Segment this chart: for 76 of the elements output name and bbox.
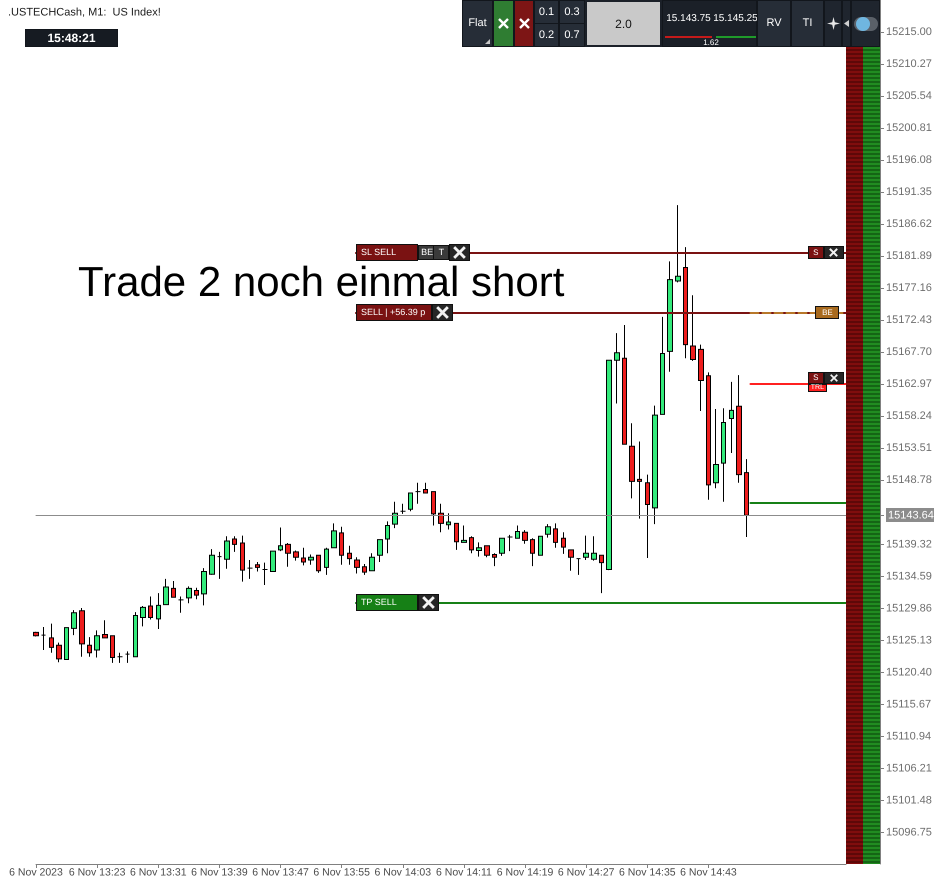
annotation: 15.143.75 <box>666 13 711 24</box>
button: 0.3 <box>559 0 585 24</box>
y-tick-label: 15200.81 <box>886 122 932 134</box>
x-tick-label: 6 Nov 14:43 <box>680 866 737 878</box>
y-tick-label: 15125.13 <box>886 634 932 646</box>
y-tick-label: 15162.97 <box>886 378 932 390</box>
y-tick-label: 15177.16 <box>886 282 932 294</box>
annotation: 1.62 <box>703 38 719 46</box>
y-tick-label: 15167.70 <box>886 346 932 358</box>
y-tick-label: 15143.64 <box>888 510 934 522</box>
y-tick-label: 15210.27 <box>886 58 932 70</box>
text: .USTECHCash, M1: US Index! <box>8 6 161 18</box>
button: 0.2 <box>534 23 559 47</box>
y-tick-label: 15148.78 <box>886 474 932 486</box>
line-tag: S <box>808 246 824 260</box>
annotation: T <box>438 247 444 258</box>
button: 0.1 <box>534 0 559 24</box>
annotation: Flat <box>468 17 487 29</box>
y-tick-label: 15096.75 <box>886 826 932 839</box>
x-tick-label: 6 Nov 13:23 <box>68 866 126 878</box>
button: Flat <box>462 0 493 47</box>
x-tick-label: 6 Nov 2023 <box>9 866 64 878</box>
x-tick-label: 6 Nov 14:11 <box>436 866 492 878</box>
y-tick-label: 15110.94 <box>886 730 932 742</box>
line-tag: SELL | +56.39 p <box>356 304 432 322</box>
y-tick-label: 15196.08 <box>886 154 932 166</box>
line-tag: SL SELL <box>356 244 418 262</box>
button: TI <box>791 0 824 47</box>
y-tick-label: 15191.35 <box>886 186 932 198</box>
annotation: TI <box>802 17 812 29</box>
annotation: BE <box>421 247 434 258</box>
x-tick-label: 6 Nov 13:31 <box>130 866 187 878</box>
annotation: S <box>813 248 818 257</box>
line-tag: BE <box>815 306 840 320</box>
annotation: 0.3 <box>564 6 580 18</box>
annotation: 15.145.25 <box>713 13 758 24</box>
line-tag: S <box>808 372 824 384</box>
y-tick-label: 15181.89 <box>886 250 932 262</box>
x-tick-label: 6 Nov 13:47 <box>252 866 309 878</box>
line-tag: TP SELL <box>356 594 418 612</box>
ref-line-label: SL SELL <box>360 247 396 258</box>
y-tick-label: 15139.32 <box>886 538 932 550</box>
y-tick-label: 15115.67 <box>886 698 932 710</box>
ref-line-label: TP SELL <box>360 597 397 608</box>
y-tick-label: 15205.54 <box>886 90 932 102</box>
annotation: 0.2 <box>538 28 554 40</box>
input-field: 2.0 <box>585 0 662 47</box>
annotation: 15:48:21 <box>47 31 96 45</box>
annotation: S <box>813 372 818 382</box>
ref-line-label: SELL | +56.39 p <box>360 307 426 318</box>
x-tick-label: 6 Nov 13:39 <box>191 866 248 878</box>
x-tick-label: 6 Nov 13:55 <box>313 866 370 878</box>
y-tick-label: 15129.86 <box>886 602 932 614</box>
y-tick-label: 15120.40 <box>886 666 932 678</box>
annotation: 0.7 <box>564 28 580 40</box>
quote-field: 15.143.75 15.145.25 1.62 <box>662 0 757 47</box>
x-tick-label: 6 Nov 14:27 <box>558 866 615 878</box>
button: T <box>433 245 450 260</box>
button: RV <box>757 0 791 47</box>
annotation: 2.0 <box>615 16 632 30</box>
y-tick-label: 15106.21 <box>886 762 932 774</box>
y-tick-label: 15101.48 <box>886 794 932 806</box>
clock-field: 15:48:21 <box>25 29 118 47</box>
y-tick-label: 15215.00 <box>886 26 932 38</box>
y-tick-label: 15158.24 <box>886 410 932 422</box>
y-tick-label: 15172.43 <box>886 314 932 326</box>
annotation: RV <box>766 17 782 29</box>
x-tick-label: 6 Nov 14:35 <box>619 866 676 878</box>
x-tick-label: 6 Nov 14:19 <box>496 866 554 878</box>
x-tick-label: 6 Nov 14:03 <box>374 866 432 878</box>
y-tick-label: 15153.51 <box>886 442 932 454</box>
y-tick-label: 15134.59 <box>886 570 932 582</box>
y-tick-label: 15186.62 <box>886 218 932 230</box>
annotation: 0.1 <box>538 6 554 18</box>
annotation: BE <box>822 308 833 317</box>
button: 0.7 <box>559 23 585 47</box>
